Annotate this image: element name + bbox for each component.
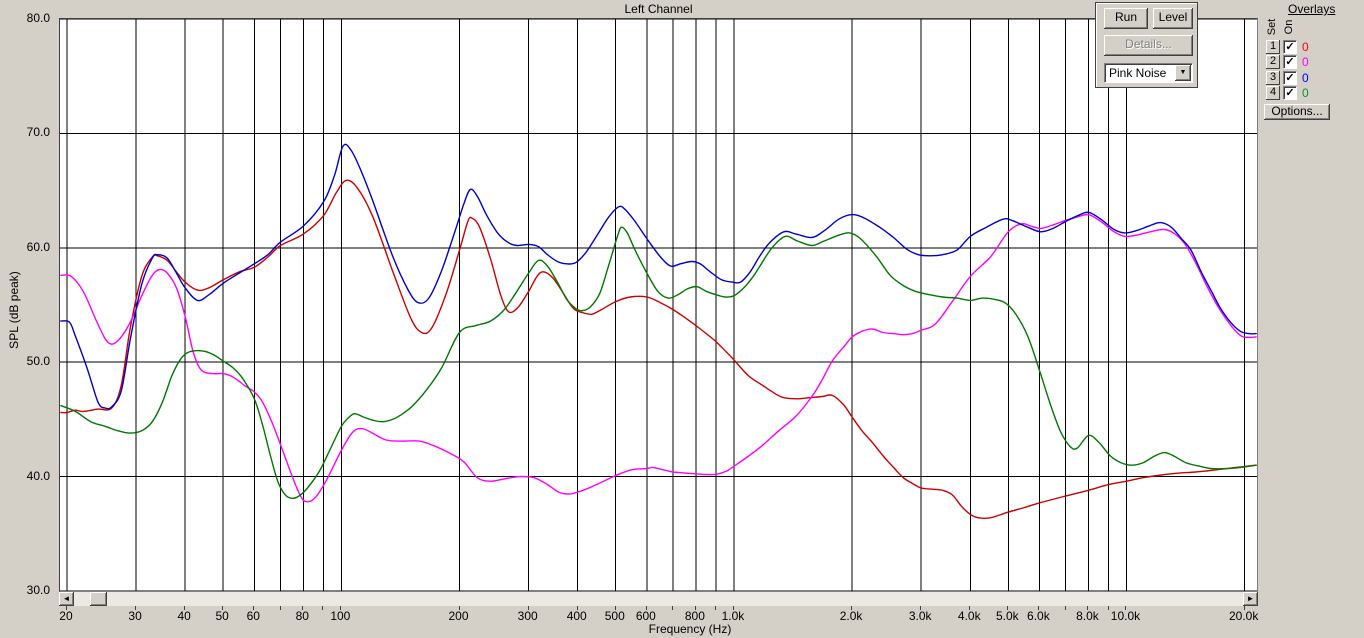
spl-plot-area <box>59 18 1258 592</box>
x-tick-label: 40 <box>177 609 191 623</box>
y-tick-label: 30.0 <box>26 583 50 597</box>
scrollbar-thumb[interactable] <box>90 592 107 606</box>
x-tick-label: 2.0k <box>839 609 863 623</box>
y-tick-label: 40.0 <box>26 468 50 483</box>
options-button[interactable]: Options... <box>1264 104 1330 120</box>
x-tick-mark <box>340 606 342 610</box>
x-tick-label: 300 <box>517 609 538 623</box>
x-tick-mark <box>645 606 647 610</box>
x-tick-mark <box>253 606 255 610</box>
y-tick-label: 80.0 <box>26 11 50 25</box>
x-tick-label: 4.0k <box>957 609 981 623</box>
y-axis-title: SPL (dB peak) <box>7 271 21 349</box>
x-tick-mark <box>851 606 853 610</box>
x-tick-mark <box>732 606 734 610</box>
overlay-set-1-button[interactable]: 1 <box>1266 40 1280 54</box>
x-tick-label: 5.0k <box>995 609 1019 623</box>
x-tick-label: 50 <box>215 609 229 623</box>
overlay-row-4: 4 ✓ 0 <box>1266 85 1362 100</box>
overlay-value-3: 0 <box>1302 70 1309 85</box>
x-tick-mark <box>714 606 716 610</box>
overlays-on-column-label: On <box>1283 19 1295 35</box>
x-tick-mark <box>1125 606 1127 610</box>
x-tick-label: 20 <box>59 609 73 623</box>
signal-type-dropdown[interactable]: Pink Noise ▼ <box>1104 63 1193 83</box>
x-tick-label: 60 <box>246 609 260 623</box>
curve-set-4 <box>60 226 1257 500</box>
x-axis-title: Frequency (Hz) <box>648 622 732 636</box>
x-tick-label: 100 <box>330 609 351 623</box>
y-tick-label: 70.0 <box>26 125 50 140</box>
overlay-row-1: 1 ✓ 0 <box>1266 40 1362 54</box>
overlay-set-3-button[interactable]: 3 <box>1266 70 1280 85</box>
y-tick-label: 50.0 <box>26 354 50 369</box>
x-tick-mark <box>184 606 186 610</box>
x-tick-mark <box>1107 606 1109 610</box>
x-tick-mark <box>458 606 460 610</box>
scrollbar-right-arrow[interactable]: ► <box>1243 592 1258 606</box>
overlay-value-1: 0 <box>1302 40 1309 54</box>
x-tick-label: 600 <box>635 609 656 623</box>
x-tick-mark <box>694 606 696 610</box>
overlay-value-2: 0 <box>1302 55 1309 70</box>
x-tick-mark <box>222 606 224 610</box>
curve-set-1 <box>60 179 1257 520</box>
x-tick-label: 400 <box>566 609 587 623</box>
x-tick-mark <box>527 606 529 610</box>
overlay-row-3: 3 ✓ 0 <box>1266 70 1362 85</box>
spl-plot-svg <box>60 19 1257 591</box>
chevron-down-icon[interactable]: ▼ <box>1175 65 1191 81</box>
y-tick-label: 60.0 <box>26 239 50 254</box>
overlay-set-2-button[interactable]: 2 <box>1266 55 1280 70</box>
control-panel: Run Level Details... Pink Noise ▼ <box>1095 2 1198 88</box>
overlay-on-1-checkbox[interactable]: ✓ <box>1283 40 1297 54</box>
overlays-heading[interactable]: Overlays <box>1288 2 1336 16</box>
overlay-on-4-checkbox[interactable]: ✓ <box>1283 85 1297 100</box>
x-tick-mark <box>1087 606 1089 610</box>
x-tick-mark <box>576 606 578 610</box>
details-button-disabled: Details... <box>1104 35 1193 56</box>
chart-title: Left Channel <box>624 2 693 16</box>
curve-set-2 <box>60 213 1257 503</box>
x-tick-mark <box>614 606 616 610</box>
signal-type-value: Pink Noise <box>1109 66 1167 80</box>
curve-set-3 <box>60 143 1257 410</box>
x-tick-label: 200 <box>448 609 469 623</box>
x-tick-mark <box>302 606 304 610</box>
overlays-set-column-label: Set <box>1266 18 1278 36</box>
x-tick-mark <box>1038 606 1040 610</box>
x-tick-mark <box>322 606 324 610</box>
x-tick-mark <box>279 606 281 610</box>
x-tick-label: 500 <box>604 609 625 623</box>
x-tick-mark <box>65 606 67 610</box>
level-button[interactable]: Level <box>1153 8 1193 29</box>
x-tick-label: 3.0k <box>908 609 932 623</box>
overlay-value-4: 0 <box>1302 85 1309 100</box>
x-tick-mark <box>1243 606 1245 610</box>
overlay-on-3-checkbox[interactable]: ✓ <box>1283 70 1297 85</box>
overlay-set-4-button[interactable]: 4 <box>1266 85 1280 100</box>
x-tick-label: 1.0k <box>721 609 745 623</box>
x-tick-mark <box>135 606 137 610</box>
x-tick-mark <box>920 606 922 610</box>
horizontal-scrollbar[interactable]: ◄ ► <box>59 592 1258 606</box>
x-tick-label: 10.0k <box>1110 609 1141 623</box>
x-tick-mark <box>672 606 674 610</box>
x-tick-label: 800 <box>684 609 705 623</box>
x-tick-label: 6.0k <box>1027 609 1050 623</box>
x-tick-label: 20.0k <box>1228 609 1259 623</box>
overlay-row-2: 2 ✓ 0 <box>1266 55 1362 70</box>
x-tick-label: 8.0k <box>1076 609 1099 623</box>
overlay-on-2-checkbox[interactable]: ✓ <box>1283 55 1297 70</box>
x-tick-mark <box>969 606 971 610</box>
scrollbar-left-arrow[interactable]: ◄ <box>59 592 74 606</box>
run-button[interactable]: Run <box>1104 8 1148 29</box>
x-tick-mark <box>1064 606 1066 610</box>
x-tick-mark <box>1007 606 1009 610</box>
x-tick-label: 80 <box>295 609 309 623</box>
x-tick-label: 30 <box>128 609 142 623</box>
